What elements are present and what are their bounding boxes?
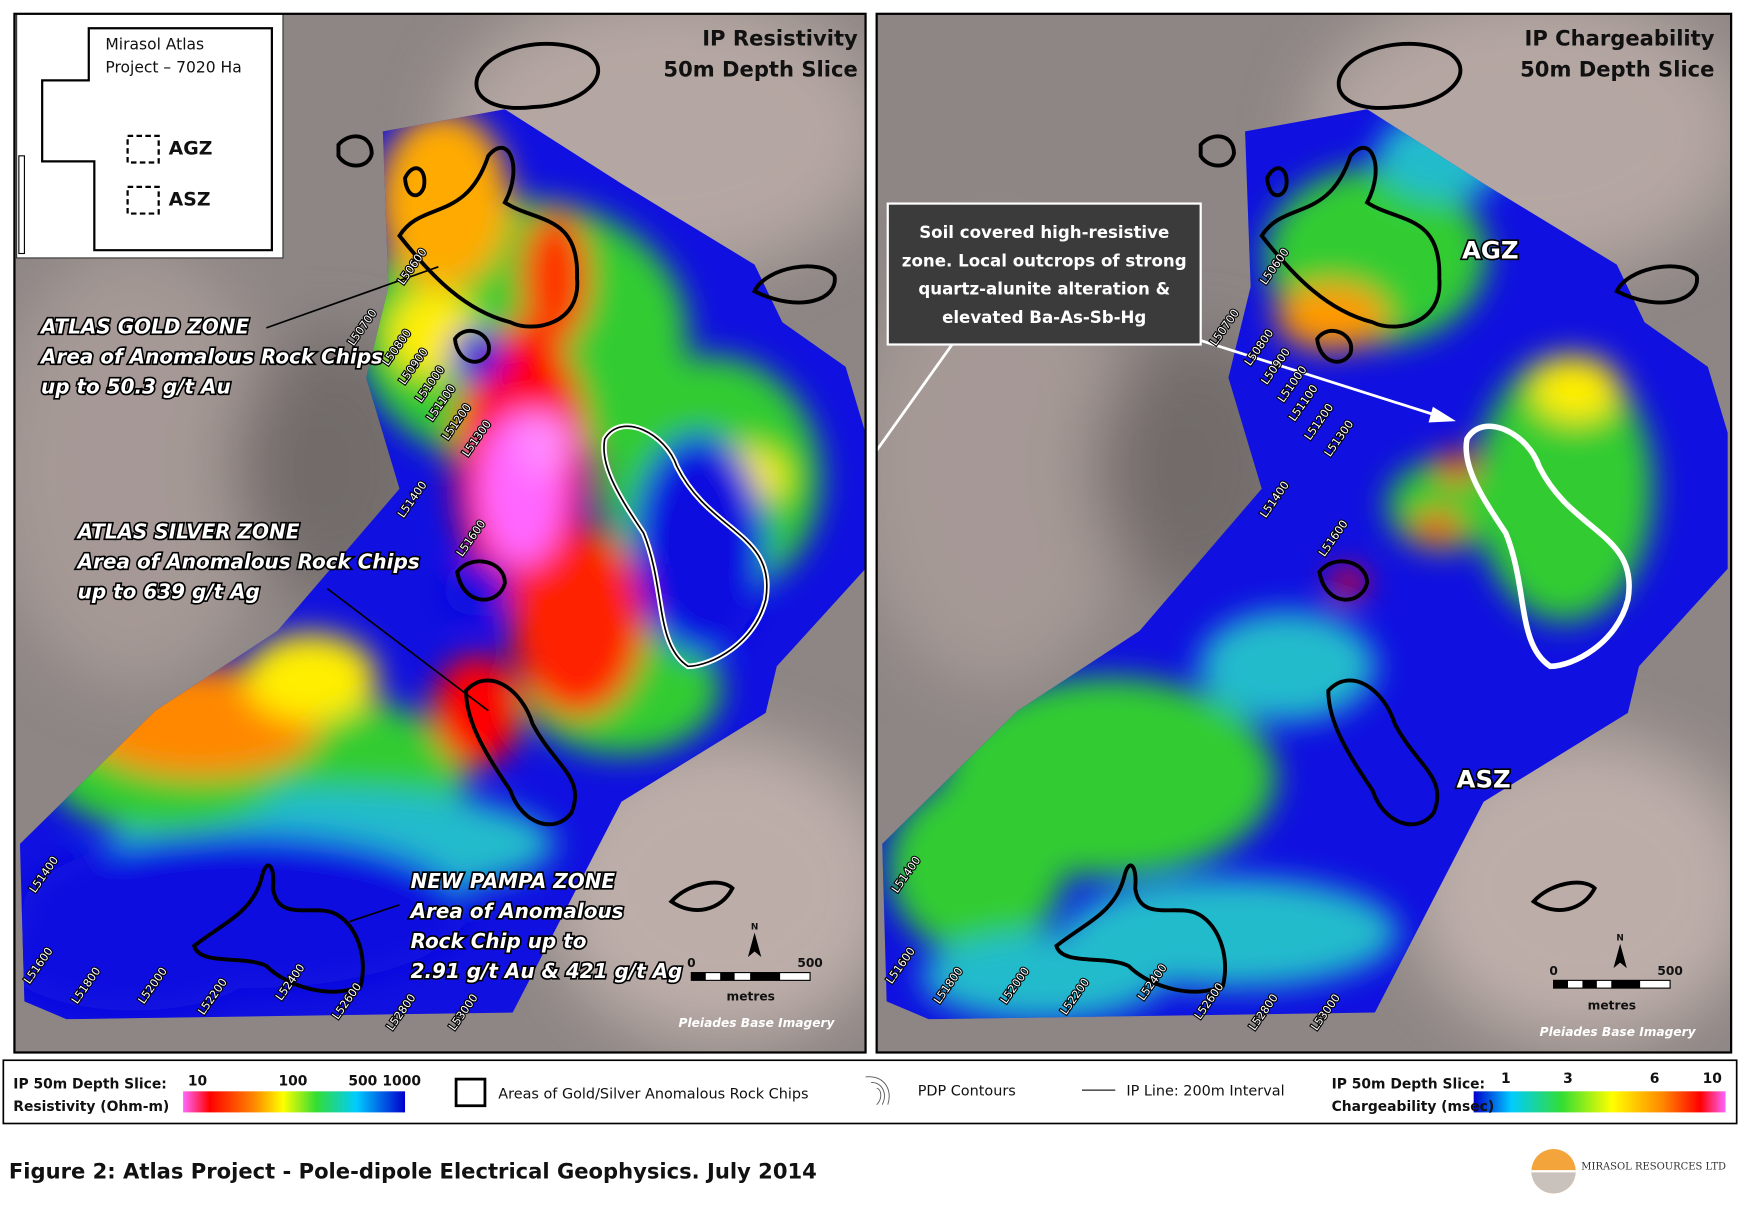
inset-label: AGZ bbox=[169, 138, 213, 160]
surface-blob bbox=[632, 433, 766, 656]
scale-unit: metres bbox=[1588, 998, 1636, 1012]
zone-name: ATLAS GOLD ZONE bbox=[39, 314, 249, 338]
north-label: N bbox=[751, 923, 758, 933]
zone-description: Area of Anomalous Rock Chips bbox=[76, 550, 420, 574]
zone-description: Area of Anomalous Rock Chips bbox=[39, 344, 383, 368]
surface-blob bbox=[887, 777, 1066, 955]
scale-bar bbox=[1553, 980, 1641, 989]
inset-title: Mirasol Atlas bbox=[105, 35, 204, 53]
imagery-credit: Pleiades Base Imagery bbox=[679, 1016, 836, 1030]
logo-mark bbox=[1531, 1171, 1576, 1194]
surface-blob bbox=[19, 899, 267, 1011]
panel-title: 50m Depth Slice bbox=[1520, 56, 1714, 81]
scale-label: 500 bbox=[797, 956, 822, 970]
inset-outline bbox=[18, 155, 25, 255]
legend-label: PDP Contours bbox=[918, 1083, 1016, 1099]
legend-label: IP Line: 200m Interval bbox=[1126, 1083, 1284, 1099]
callout-box bbox=[886, 202, 1202, 346]
callout-text: quartz-alunite alteration & bbox=[918, 280, 1170, 299]
panel-frame bbox=[13, 12, 867, 1054]
inset-agz bbox=[126, 134, 160, 164]
colorbar-tick: 1 bbox=[1501, 1071, 1511, 1087]
surface-blob bbox=[1531, 355, 1621, 423]
chargeability-colorbar bbox=[1473, 1091, 1726, 1113]
legend-area-symbol bbox=[454, 1077, 487, 1108]
surface-blob bbox=[921, 932, 1166, 1020]
inset-title: Project – 7020 Ha bbox=[105, 59, 241, 77]
panel-title: IP Chargeability bbox=[1525, 25, 1715, 50]
surface-blob bbox=[1440, 448, 1472, 485]
colorbar-tick: 1000 bbox=[382, 1073, 421, 1089]
legend-contour-symbol bbox=[865, 1076, 890, 1105]
colorbar-tick: 10 bbox=[1703, 1071, 1722, 1087]
panel-frame bbox=[875, 12, 1733, 1054]
scale-label: 500 bbox=[1657, 964, 1682, 978]
panel-title: IP Resistivity bbox=[702, 25, 858, 50]
surface-blob bbox=[443, 560, 511, 617]
surface-blob bbox=[1276, 283, 1388, 351]
zone-description: Area of Anomalous bbox=[409, 899, 624, 923]
scale-label: 0 bbox=[1549, 964, 1557, 978]
zone-label: ASZ bbox=[1457, 765, 1511, 794]
legend-label: Areas of Gold/Silver Anomalous Rock Chip… bbox=[498, 1087, 808, 1103]
surface-blob bbox=[244, 633, 378, 722]
surface-blob bbox=[1330, 568, 1367, 598]
surface-blob bbox=[510, 527, 644, 717]
legend-title: Chargeability (msec) bbox=[1332, 1099, 1495, 1115]
colorbar-tick: 3 bbox=[1563, 1071, 1573, 1087]
zone-label: AGZ bbox=[1462, 235, 1519, 264]
legend-title: Resistivity (Ohm-m) bbox=[13, 1099, 169, 1115]
inset-label: ASZ bbox=[169, 189, 211, 211]
leader-lines bbox=[266, 266, 489, 923]
logo-text: MIRASOL RESOURCES LTD bbox=[1581, 1161, 1726, 1172]
resistivity-colorbar bbox=[183, 1091, 406, 1113]
asz-outline bbox=[603, 425, 768, 668]
inset-asz bbox=[126, 185, 160, 215]
callout-text: elevated Ba-As-Sb-Hg bbox=[942, 308, 1146, 327]
surface-blob bbox=[516, 411, 572, 478]
colorbar-tick: 500 bbox=[348, 1073, 377, 1089]
surface-blob bbox=[449, 327, 505, 384]
callout-text: zone. Local outcrops of strong bbox=[902, 251, 1187, 270]
zone-name: NEW PAMPA ZONE bbox=[411, 869, 616, 893]
legend-title: IP 50m Depth Slice: bbox=[13, 1077, 166, 1093]
zone-name: ATLAS SILVER ZONE bbox=[76, 520, 300, 544]
north-label: N bbox=[1616, 934, 1623, 944]
zone-description: 2.91 g/t Au & 421 g/t Ag bbox=[411, 959, 683, 983]
surface-blobs bbox=[887, 111, 1654, 1020]
north-arrow bbox=[1613, 943, 1627, 969]
chargeability-map bbox=[876, 13, 1732, 1053]
colorbar-tick: 10 bbox=[188, 1073, 207, 1089]
surface-blob bbox=[377, 111, 511, 290]
north-arrow bbox=[747, 932, 762, 958]
surface-blob bbox=[1475, 355, 1654, 622]
figure-caption: Figure 2: Atlas Project - Pole-dipole El… bbox=[9, 1158, 817, 1183]
inset-outline bbox=[41, 27, 273, 252]
callout-text: Soil covered high-resistive bbox=[919, 223, 1169, 242]
surface-blob bbox=[1412, 513, 1462, 543]
panel-title: 50m Depth Slice bbox=[663, 56, 857, 81]
zone-description: up to 639 g/t Ag bbox=[78, 580, 260, 604]
zone-description: Rock Chip up to bbox=[411, 929, 587, 953]
zone-description: up to 50.3 g/t Au bbox=[41, 374, 231, 398]
colorbar-tick: 100 bbox=[278, 1073, 307, 1089]
callout-arrows bbox=[876, 332, 1456, 453]
scale-bar bbox=[691, 972, 781, 981]
asz-outline bbox=[1463, 423, 1632, 670]
scale-unit: metres bbox=[727, 989, 775, 1003]
surface-blob bbox=[1198, 610, 1377, 722]
legend-title: IP 50m Depth Slice: bbox=[1332, 1077, 1485, 1093]
resistivity-map bbox=[14, 13, 866, 1053]
imagery-credit: Pleiades Base Imagery bbox=[1540, 1025, 1697, 1039]
colorbar-tick: 6 bbox=[1650, 1071, 1660, 1087]
scale-label: 0 bbox=[687, 956, 695, 970]
surface-blob bbox=[432, 655, 522, 767]
